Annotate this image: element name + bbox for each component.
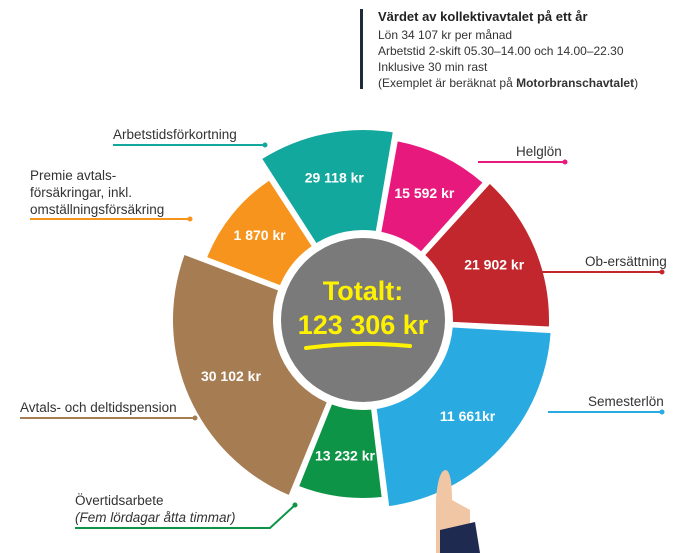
segment-label: omställningsförsäkring [30, 202, 164, 217]
segment-amount: 11 661kr [440, 408, 496, 424]
callout-dot [187, 216, 193, 222]
segment-label: Övertidsarbete [75, 493, 164, 508]
segment [425, 183, 550, 327]
donut [172, 130, 551, 507]
note-text: ) [634, 76, 638, 90]
segment-label: Semesterlön [588, 394, 664, 409]
segment [262, 130, 393, 244]
segment-label: Ob-ersättning [585, 254, 667, 269]
segment-label: Arbetstidsförkortning [113, 127, 237, 142]
note-bold: Motorbranschavtalet [516, 76, 634, 90]
segment-label: Avtals- och deltidspension [20, 400, 177, 415]
sleeve [440, 522, 480, 553]
segment-amount: 21 902 kr [464, 256, 524, 272]
center-circle [281, 238, 445, 402]
callout-dot [659, 269, 665, 275]
segment-amount: 29 118 kr [305, 170, 365, 186]
segment [172, 255, 327, 495]
header-line: Lön 34 107 kr per månad [378, 28, 512, 42]
header-note: (Exemplet är beräknat på Motorbranschavt… [378, 76, 638, 90]
callout-dot [659, 409, 665, 415]
segment-amount: 15 592 kr [394, 185, 454, 201]
callout-line [75, 504, 296, 529]
total-amount: 123 306 kr [298, 310, 429, 340]
segment-amount: 30 102 kr [201, 368, 261, 384]
total-label: Totalt: [323, 276, 403, 306]
segment-label: Helglön [516, 144, 562, 159]
header-title: Värdet av kollektivavtalet på ett år [378, 9, 588, 24]
segment [376, 327, 551, 507]
segment-amount: 1 870 kr [234, 227, 287, 243]
segment [381, 141, 483, 252]
segment-label: Premie avtals- [30, 168, 116, 183]
callout-dot [292, 502, 298, 508]
callout-dot [262, 142, 268, 148]
segment-note: (Fem lördagar åtta timmar) [75, 510, 236, 525]
note-text: (Exemplet är beräknat på [378, 76, 516, 90]
segment-amount: 13 232 kr [315, 448, 375, 464]
underline [304, 341, 412, 350]
segment [207, 180, 312, 286]
header-bar [360, 9, 363, 89]
header-line: Inklusive 30 min rast [378, 60, 488, 74]
segment-label: försäkringar, inkl. [30, 185, 132, 200]
segment [299, 404, 382, 499]
header-line: Arbetstid 2-skift 05.30–14.00 och 14.00–… [378, 44, 624, 58]
callout-dot [192, 415, 198, 421]
callout-dot [562, 159, 568, 165]
